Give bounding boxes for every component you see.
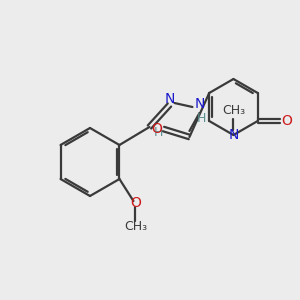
Text: N: N — [228, 128, 239, 142]
Text: H: H — [154, 127, 163, 140]
Text: CH₃: CH₃ — [124, 220, 147, 232]
Text: H: H — [197, 112, 206, 125]
Text: O: O — [151, 122, 162, 136]
Text: O: O — [281, 114, 292, 128]
Text: N: N — [164, 92, 175, 106]
Text: CH₃: CH₃ — [222, 104, 245, 118]
Text: N: N — [194, 97, 205, 111]
Text: O: O — [130, 196, 141, 210]
